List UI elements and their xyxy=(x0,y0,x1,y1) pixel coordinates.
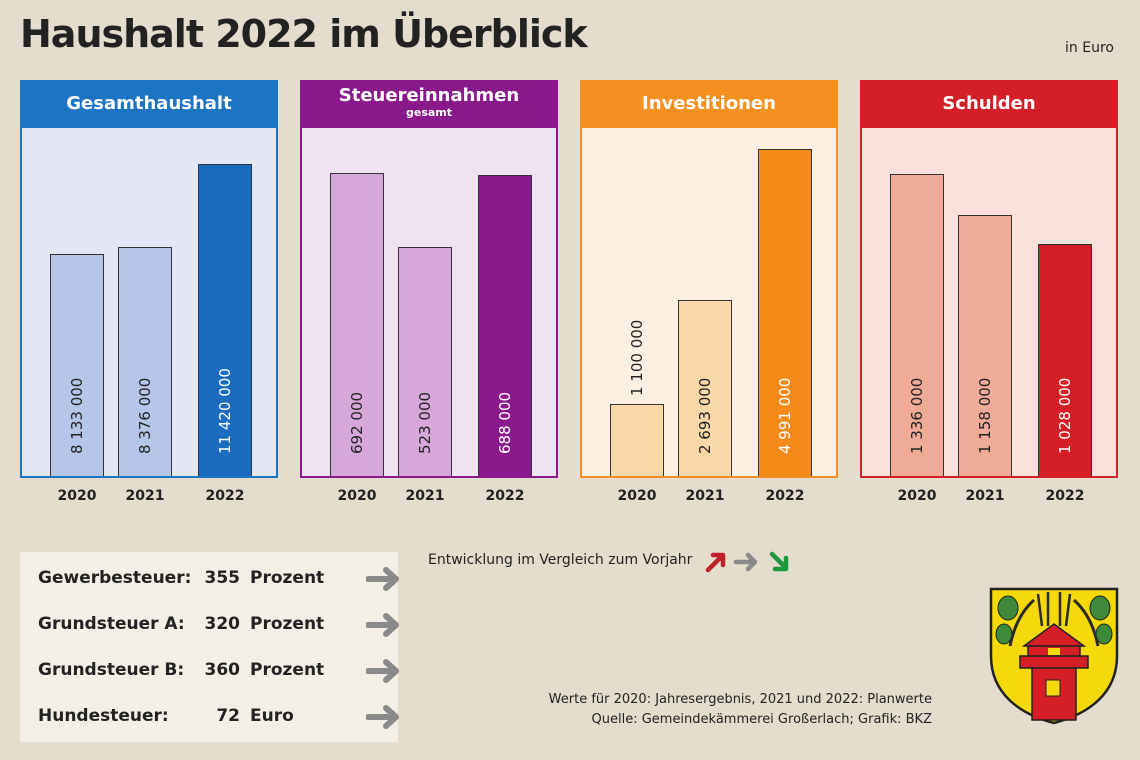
bar-value-label: 4 991 000 xyxy=(776,377,794,454)
chart-title-text: Investitionen xyxy=(642,93,776,114)
bar-value-label: 1 336 000 xyxy=(908,377,926,454)
tax-name: Grundsteuer B: xyxy=(38,660,185,680)
bar-value-label: 688 000 xyxy=(496,391,514,454)
bar-2022 xyxy=(198,164,252,476)
chart-title: Schulden xyxy=(860,80,1118,128)
chart-panel-schulden: Schulden 1 336 000 1 158 000 1 028 000 xyxy=(860,80,1118,478)
arrow-right-icon xyxy=(733,552,758,572)
x-tick-label: 2020 xyxy=(57,488,97,504)
bar-2020 xyxy=(330,173,384,476)
bar-2020 xyxy=(50,254,104,476)
chart-title: Gesamthaushalt xyxy=(20,80,278,128)
x-tick-label: 2020 xyxy=(617,488,657,504)
bar-2021 xyxy=(118,247,172,476)
chart-panel-gesamt: Gesamthaushalt 8 133 000 8 376 000 11 420 0… xyxy=(20,80,278,478)
x-tick-label: 2021 xyxy=(405,488,445,504)
unit-label: in Euro xyxy=(1065,40,1114,56)
tax-row-grundsteuer-a: Grundsteuer A: 320 Prozent xyxy=(38,610,399,640)
tax-name: Gewerbesteuer: xyxy=(38,568,192,588)
tax-value: 72 xyxy=(216,706,240,726)
bar-2022 xyxy=(758,149,812,476)
chart-title: Investitionen xyxy=(580,80,838,128)
arrow-right-icon xyxy=(366,705,399,729)
bar-value-label: 8 376 000 xyxy=(136,377,154,454)
tax-row-hundesteuer: Hundesteuer: 72 Euro xyxy=(38,702,399,732)
x-tick-label: 2022 xyxy=(765,488,805,504)
tax-unit: Prozent xyxy=(250,614,325,634)
x-tick-label: 2022 xyxy=(205,488,245,504)
x-tick-label: 2020 xyxy=(337,488,377,504)
chart-subtitle: gesamt xyxy=(405,106,453,119)
bar-value-label: 692 000 xyxy=(348,391,366,454)
bar-value-label: 11 420 000 xyxy=(216,368,234,454)
note-line-1: Werte für 2020: Jahresergebnis, 2021 und… xyxy=(548,692,932,707)
source-note: Werte für 2020: Jahresergebnis, 2021 und… xyxy=(549,690,932,730)
bar-value-label: 1 158 000 xyxy=(976,377,994,454)
tax-value: 320 xyxy=(204,614,241,634)
bar-value-label: 2 693 000 xyxy=(696,377,714,454)
bar-2020 xyxy=(610,404,664,476)
x-tick-label: 2020 xyxy=(897,488,937,504)
tax-unit: Prozent xyxy=(250,568,325,588)
tax-unit: Euro xyxy=(250,706,294,726)
note-line-2: Quelle: Gemeindekämmerei Großerlach; Gra… xyxy=(591,712,933,727)
x-tick-label: 2021 xyxy=(125,488,165,504)
bar-2020 xyxy=(890,174,944,476)
arrow-right-icon xyxy=(366,567,399,591)
chart-title-text: Gesamthaushalt xyxy=(66,93,232,114)
bar-value-label: 523 000 xyxy=(416,391,434,454)
chart-title-text: Schulden xyxy=(942,93,1036,114)
tax-value: 355 xyxy=(204,568,241,588)
bar-2022 xyxy=(478,175,532,476)
x-tick-label: 2021 xyxy=(685,488,725,504)
page-title: Haushalt 2022 im Überblick xyxy=(20,12,588,56)
bar-value-label: 8 133 000 xyxy=(68,377,86,454)
bar-2021 xyxy=(678,300,732,476)
chart-title-text: Steuereinnahmen xyxy=(338,85,520,106)
chart-title: Steuereinnahmen gesamt xyxy=(300,80,558,128)
tax-rates-box: Gewerbesteuer: 355 Prozent Grundsteuer A… xyxy=(20,552,399,742)
tax-row-grundsteuer-b: Grundsteuer B: 360 Prozent xyxy=(38,656,399,686)
tax-name: Hundesteuer: xyxy=(38,706,169,726)
legend-arrows xyxy=(705,551,789,573)
bar-value-label: 1 028 000 xyxy=(1056,377,1074,454)
arrow-right-icon xyxy=(366,659,399,683)
arrow-down-right-icon xyxy=(769,551,789,572)
x-tick-label: 2021 xyxy=(965,488,1005,504)
bar-2022 xyxy=(1038,244,1092,476)
bar-2021 xyxy=(398,247,452,476)
bar-value-label: 1 100 000 xyxy=(628,319,646,396)
legend-text: Entwicklung im Vergleich zum Vorjahr xyxy=(428,552,693,568)
chart-panel-invest: Investitionen 1 100 000 2 693 000 4 991 000 xyxy=(580,80,838,478)
tax-unit: Prozent xyxy=(250,660,325,680)
bar-2021 xyxy=(958,215,1012,476)
arrow-up-right-icon xyxy=(705,552,726,573)
arrow-right-icon xyxy=(366,613,399,637)
coat-of-arms-icon xyxy=(989,587,1119,725)
tax-name: Grundsteuer A: xyxy=(38,614,185,634)
chart-panel-steuer: Steuereinnahmen gesamt 692 000 523 000 688 0… xyxy=(300,80,558,478)
tax-row-gewerbesteuer: Gewerbesteuer: 355 Prozent xyxy=(38,564,399,594)
x-tick-label: 2022 xyxy=(485,488,525,504)
x-tick-label: 2022 xyxy=(1045,488,1085,504)
tax-value: 360 xyxy=(204,660,241,680)
